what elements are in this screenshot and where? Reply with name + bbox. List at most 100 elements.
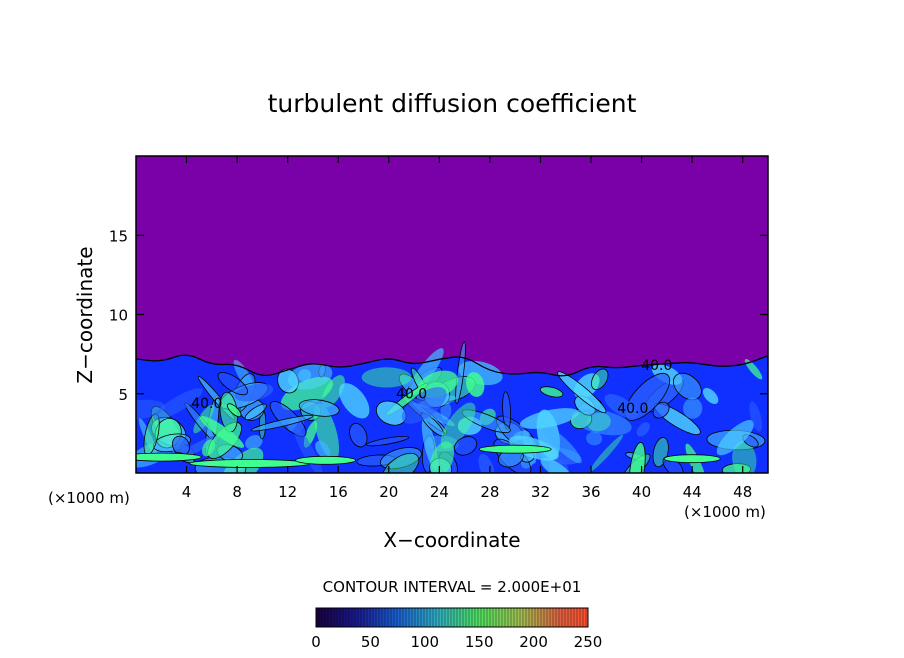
y-tick-label: 10	[109, 307, 128, 325]
eddy	[440, 402, 476, 449]
chart-title: turbulent diffusion coefficient	[268, 89, 637, 118]
eddy	[226, 403, 242, 418]
eddy	[339, 383, 370, 419]
x-tick-label: 32	[531, 483, 550, 501]
x-tick-label: 48	[733, 483, 752, 501]
colorbar-stripes	[318, 608, 587, 627]
eddy	[315, 440, 331, 459]
eddy	[683, 397, 703, 419]
y-axis-ticks: 5 10 15	[109, 227, 768, 404]
surface-streak	[189, 459, 311, 468]
eddy	[604, 394, 638, 419]
surface-streak	[295, 455, 357, 465]
eddy	[233, 359, 254, 391]
contour-labels: 40.0 40.0 40.0 40.0	[191, 358, 672, 417]
x-tick-label: 16	[329, 483, 348, 501]
eddy	[542, 425, 582, 464]
contour-interval: CONTOUR INTERVAL = 2.000E+01	[323, 578, 582, 596]
x-tick-label: 12	[278, 483, 297, 501]
x-tick-label: 4	[182, 483, 192, 501]
eddy	[732, 440, 757, 473]
eddy	[636, 422, 650, 437]
eddy	[571, 408, 632, 436]
colorbar-ticks: 0 50 100 150 200 250	[311, 633, 602, 651]
y-tick-label: 5	[118, 386, 128, 404]
eddy	[298, 399, 340, 417]
eddy	[219, 447, 264, 473]
eddy	[361, 367, 412, 388]
surface-streak	[663, 454, 721, 464]
eddy	[234, 383, 274, 402]
x-unit-left: (×1000 m)	[48, 489, 130, 507]
eddy	[349, 422, 368, 448]
y-tick-label: 15	[109, 227, 128, 245]
eddy	[381, 452, 420, 473]
eddy	[199, 415, 245, 448]
eddy	[153, 388, 203, 421]
x-tick-label: 28	[480, 483, 499, 501]
eddy	[540, 457, 573, 473]
eddy	[478, 453, 495, 473]
eddy	[250, 414, 314, 432]
eddy	[716, 419, 755, 456]
eddy	[461, 409, 511, 434]
eddy	[586, 431, 603, 446]
eddy	[586, 412, 611, 432]
eddy	[749, 401, 763, 432]
x-tick-label: 36	[581, 483, 600, 501]
contour-label: 40.0	[641, 358, 672, 374]
turbulence-field	[136, 341, 766, 473]
eddy	[624, 373, 671, 421]
eddy	[520, 408, 579, 429]
eddy	[287, 362, 333, 390]
contour-label: 40.0	[191, 396, 222, 412]
eddy	[401, 387, 447, 424]
colorbar-tick-label: 150	[465, 633, 494, 651]
eddy	[430, 441, 455, 473]
colorbar-tick-label: 0	[311, 633, 321, 651]
colorbar-frame	[315, 607, 589, 628]
x-unit-right: (×1000 m)	[684, 503, 766, 521]
eddy	[628, 442, 646, 473]
colorbar-tick-label: 250	[574, 633, 603, 651]
eddy	[673, 372, 702, 401]
eddy	[321, 375, 345, 408]
eddy	[744, 359, 763, 380]
x-tick-label: 24	[430, 483, 449, 501]
colorbar-tick-label: 100	[410, 633, 439, 651]
colorbar: 0 50 100 150 200 250	[311, 607, 602, 651]
contour-label: 40.0	[617, 401, 648, 417]
eddy	[202, 439, 216, 457]
eddy	[591, 368, 609, 391]
colorbar-tick-label: 200	[519, 633, 548, 651]
boundary-layer-contour	[136, 354, 768, 377]
x-axis-ticks: 4 8 12 16 20 24 28 32 36 40 44 48	[182, 156, 752, 501]
eddy	[702, 388, 719, 404]
eddy	[136, 399, 166, 420]
eddy	[466, 372, 485, 397]
eddy	[557, 371, 607, 414]
eddy	[440, 401, 452, 420]
eddy	[589, 434, 624, 472]
plot-area	[136, 156, 768, 473]
eddy	[539, 386, 564, 398]
x-tick-label: 40	[632, 483, 651, 501]
eddy	[379, 447, 422, 470]
eddy	[217, 372, 248, 396]
x-tick-label: 20	[379, 483, 398, 501]
eddy	[313, 403, 340, 461]
x-tick-label: 8	[232, 483, 242, 501]
contour-label: 40.0	[396, 387, 427, 403]
y-axis-label: Z−coordinate	[73, 246, 97, 383]
x-axis-label: X−coordinate	[383, 528, 520, 552]
surface-streak	[136, 452, 202, 462]
surface-streak	[478, 444, 552, 454]
eddy	[366, 435, 410, 447]
eddy	[454, 436, 478, 456]
colorbar-tick-label: 50	[361, 633, 380, 651]
eddy	[245, 435, 263, 450]
x-tick-label: 44	[683, 483, 702, 501]
eddy	[244, 403, 267, 421]
